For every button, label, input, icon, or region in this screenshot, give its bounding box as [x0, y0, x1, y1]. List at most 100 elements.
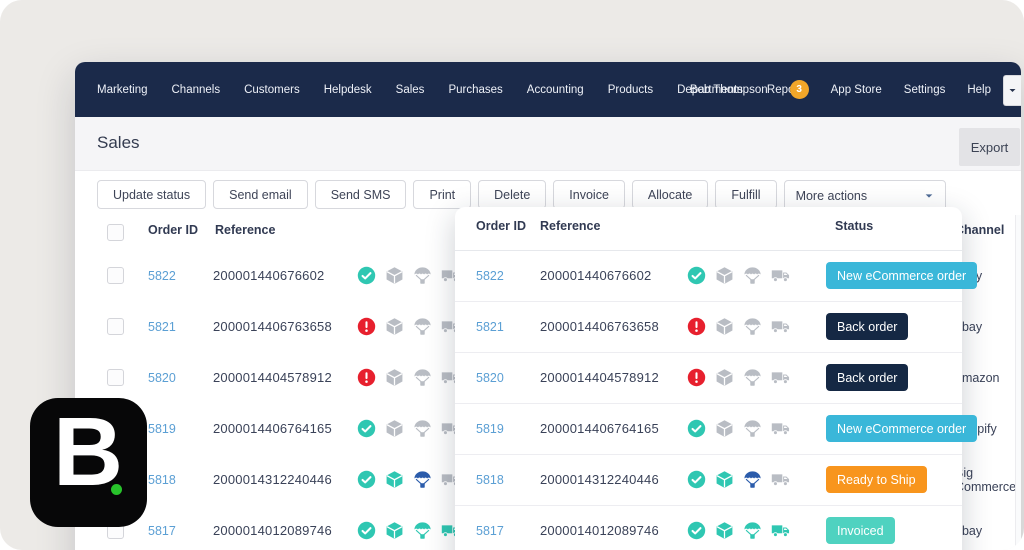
update-status-button[interactable]: Update status [97, 180, 207, 209]
cube-icon [385, 266, 404, 285]
indicator-icons [687, 505, 790, 550]
send-sms-button[interactable]: Send SMS [314, 180, 407, 209]
status-badge: New eCommerce order [826, 415, 978, 442]
more-actions-label: More actions [795, 188, 868, 203]
check-icon [687, 470, 706, 489]
parachute-icon [743, 521, 762, 540]
reference-cell: 2000014404578912 [213, 370, 332, 385]
status-badge: New eCommerce order [826, 262, 978, 289]
check-icon [357, 470, 376, 489]
column-header-order-id: Order ID [148, 223, 199, 237]
alert-icon [687, 317, 706, 336]
status-badge: Ready to Ship [826, 466, 927, 493]
indicator-icons [357, 505, 460, 550]
order-id-link[interactable]: 5818 [148, 472, 176, 487]
user-name[interactable]: Bob Thompson [689, 83, 768, 96]
card-table-row[interactable]: 5818 2000014312240446 Ready to Ship [455, 454, 962, 506]
nav-item-departments[interactable]: Departments [677, 83, 743, 96]
send-email-button[interactable]: Send email [213, 180, 308, 209]
column-header-channel: Channel [955, 223, 1005, 237]
card-table-row[interactable]: 5820 2000014404578912 Back order [455, 352, 962, 404]
nav-menu: Marketing Channels Customers Helpdesk Sa… [75, 84, 807, 96]
status-badge: Back order [826, 364, 909, 391]
nav-item-helpdesk[interactable]: Helpdesk [323, 83, 372, 96]
order-id-link[interactable]: 5820 [476, 370, 504, 385]
nav-item-settings[interactable]: Settings [903, 83, 946, 96]
nav-item-products[interactable]: Products [607, 83, 654, 96]
nav-dropdown-button[interactable] [1003, 75, 1021, 106]
nav-item-marketing[interactable]: Marketing [97, 83, 148, 96]
order-id-link[interactable]: 5821 [148, 319, 176, 334]
channel-cell: Big Commerce [955, 465, 1017, 494]
channel-cell: amazon [955, 370, 1000, 385]
logo-dot [111, 484, 122, 495]
card-table-row[interactable]: 5819 2000014406764165 New eCommerce orde… [455, 403, 978, 455]
indicator-icons [687, 301, 790, 352]
reference-cell: 2000014406763658 [540, 319, 659, 334]
more-actions-dropdown[interactable]: More actions [783, 180, 946, 211]
export-button[interactable]: Export [959, 128, 1020, 166]
order-id-link[interactable]: 5819 [148, 421, 176, 436]
fulfill-button[interactable]: Fulfill [715, 180, 777, 209]
card-table-row[interactable]: 5817 2000014012089746 Invoiced [455, 505, 962, 550]
card-table-row[interactable]: 5822 200001440676602 New eCommerce order [455, 250, 978, 302]
nav-user-area: Bob Thompson 3 App Store Settings Help [690, 62, 991, 117]
parachute-icon [743, 266, 762, 285]
scrollbar-track[interactable] [1015, 215, 1021, 550]
parachute-icon [413, 368, 432, 387]
page-header: Sales Export [75, 117, 1021, 171]
nav-item-sales[interactable]: Sales [395, 83, 425, 96]
reference-cell: 2000014406764165 [540, 421, 659, 436]
card-table-header: Order ID Reference Status [455, 207, 962, 251]
order-id-link[interactable]: 5822 [148, 268, 176, 283]
allocate-button[interactable]: Allocate [631, 180, 709, 209]
reference-cell: 2000014406763658 [213, 319, 332, 334]
notification-badge[interactable]: 3 [789, 80, 809, 99]
parachute-icon [413, 470, 432, 489]
order-id-link[interactable]: 5820 [148, 370, 176, 385]
indicator-icons [357, 301, 460, 352]
check-icon [687, 419, 706, 438]
nav-item-customers[interactable]: Customers [244, 83, 300, 96]
card-table-row[interactable]: 5821 2000014406763658 Back order [455, 301, 962, 353]
parachute-icon [413, 317, 432, 336]
print-button[interactable]: Print [413, 180, 472, 209]
reference-cell: 2000014312240446 [540, 472, 659, 487]
nav-item-purchases[interactable]: Purchases [448, 83, 503, 96]
column-header-order-id: Order ID [476, 219, 527, 233]
truck-icon [771, 368, 790, 387]
parachute-icon [743, 368, 762, 387]
order-id-link[interactable]: 5818 [476, 472, 504, 487]
nav-item-app-store[interactable]: App Store [830, 83, 882, 96]
order-id-link[interactable]: 5822 [476, 268, 504, 283]
parachute-icon [413, 419, 432, 438]
brightpearl-logo: B [30, 397, 147, 527]
cube-icon [385, 470, 404, 489]
chevron-down-icon [924, 191, 934, 201]
truck-icon [771, 317, 790, 336]
row-checkbox[interactable] [107, 318, 124, 335]
row-checkbox[interactable] [107, 267, 124, 284]
select-all-checkbox[interactable] [107, 224, 124, 241]
check-icon [357, 419, 376, 438]
cube-icon [715, 317, 734, 336]
delete-button[interactable]: Delete [478, 180, 547, 209]
order-id-link[interactable]: 5817 [148, 523, 176, 538]
cube-icon [715, 419, 734, 438]
check-icon [357, 266, 376, 285]
invoice-button[interactable]: Invoice [553, 180, 625, 209]
order-id-link[interactable]: 5821 [476, 319, 504, 334]
truck-icon [771, 470, 790, 489]
parachute-icon [743, 419, 762, 438]
nav-item-help[interactable]: Help [967, 83, 991, 96]
indicator-icons [687, 454, 790, 505]
chevron-down-icon [1008, 86, 1017, 95]
order-id-link[interactable]: 5817 [476, 523, 504, 538]
column-header-reference: Reference [540, 219, 601, 233]
nav-item-channels[interactable]: Channels [171, 83, 221, 96]
nav-item-accounting[interactable]: Accounting [526, 83, 584, 96]
order-id-link[interactable]: 5819 [476, 421, 504, 436]
row-checkbox[interactable] [107, 369, 124, 386]
reference-cell: 2000014406764165 [213, 421, 332, 436]
